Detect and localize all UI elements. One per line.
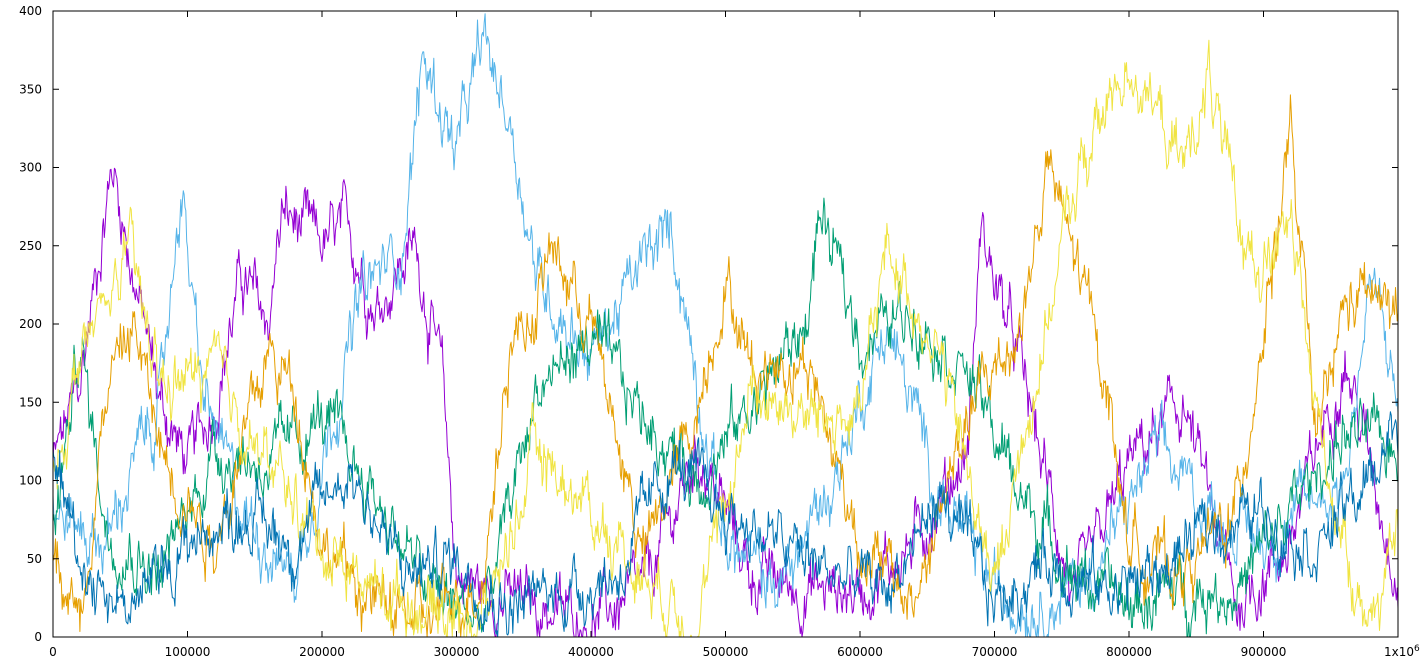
series-line-3	[52, 197, 1399, 638]
x-tick-label: 700000	[972, 645, 1018, 659]
x-tick-label: 800000	[1106, 645, 1152, 659]
x-tick-label: 900000	[1241, 645, 1287, 659]
x-tick-label-last: 1x106	[1384, 644, 1420, 659]
x-tick-label: 100000	[165, 645, 211, 659]
x-tick-label: 600000	[837, 645, 883, 659]
series-line-5	[52, 39, 1399, 638]
series-line-2	[52, 13, 1399, 638]
x-tick-label: 0	[49, 645, 57, 659]
y-tick-label: 150	[19, 395, 42, 409]
series-line-1	[52, 167, 1399, 638]
x-tick-label: 200000	[299, 645, 345, 659]
series-line-6	[52, 411, 1399, 638]
y-tick-label: 50	[27, 552, 42, 566]
y-tick-label: 350	[19, 82, 42, 96]
series-layer	[52, 13, 1399, 638]
x-axis: 0 100000 200000 300000 400000 500000 600000 700…	[49, 11, 1399, 659]
y-tick-label: 0	[34, 630, 42, 644]
y-tick-label: 400	[19, 4, 42, 18]
x-tick-label: 300000	[434, 645, 480, 659]
y-tick-label: 300	[19, 161, 42, 175]
series-line-4	[52, 94, 1399, 638]
y-tick-label: 100	[19, 474, 42, 488]
x-tick-label: 500000	[703, 645, 749, 659]
y-tick-label: 200	[19, 317, 42, 331]
x-tick-label: 400000	[568, 645, 614, 659]
y-tick-label: 250	[19, 239, 42, 253]
y-axis: 0 50 100 150 200 250 300 350 400	[19, 4, 1398, 644]
